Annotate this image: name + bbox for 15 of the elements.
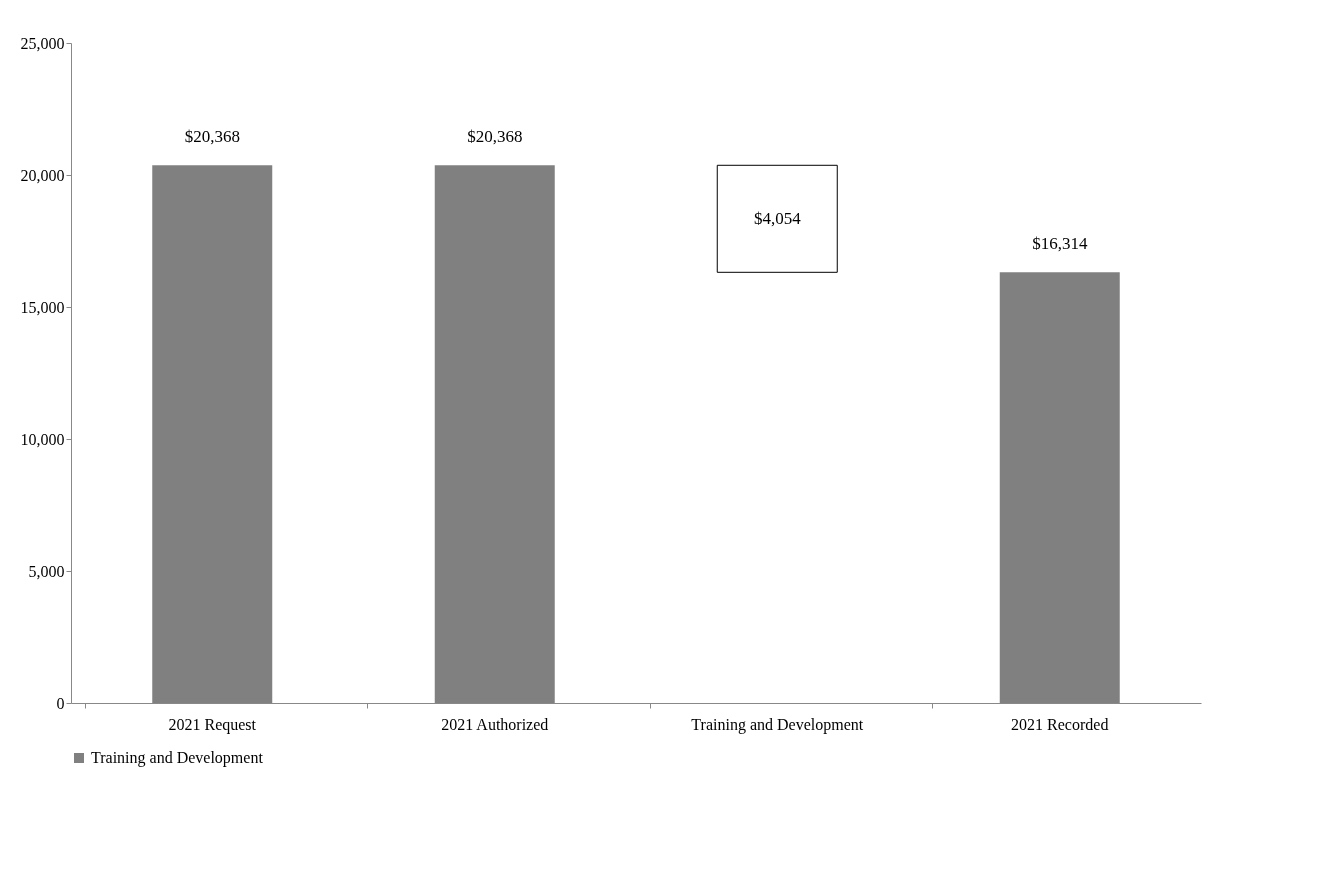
x-tick-label: Training and Development xyxy=(691,715,864,734)
x-tick-label: 2021 Recorded xyxy=(1011,715,1109,733)
data-label: $16,314 xyxy=(1032,234,1088,254)
y-tick-label: 10,000 xyxy=(20,430,65,448)
y-tick-label: 5,000 xyxy=(28,562,65,580)
x-tick-label: 2021 Authorized xyxy=(441,715,549,733)
y-tick-label: 0 xyxy=(56,694,65,712)
y-tick-label: 25,000 xyxy=(20,34,65,52)
y-tick-label: 15,000 xyxy=(20,298,65,316)
y-tick-label: 20,000 xyxy=(20,166,65,184)
legend-label: Training and Development xyxy=(91,749,264,767)
x-tick-label: 2021 Request xyxy=(168,715,257,734)
data-label: $20,368 xyxy=(184,127,240,147)
data-label: $4,054 xyxy=(753,208,802,228)
data-label: $20,368 xyxy=(467,127,523,147)
